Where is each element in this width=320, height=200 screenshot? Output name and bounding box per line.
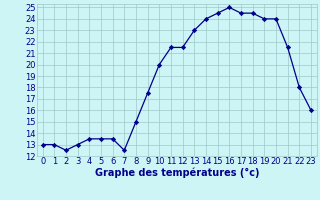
X-axis label: Graphe des températures (°c): Graphe des températures (°c) (94, 168, 259, 178)
